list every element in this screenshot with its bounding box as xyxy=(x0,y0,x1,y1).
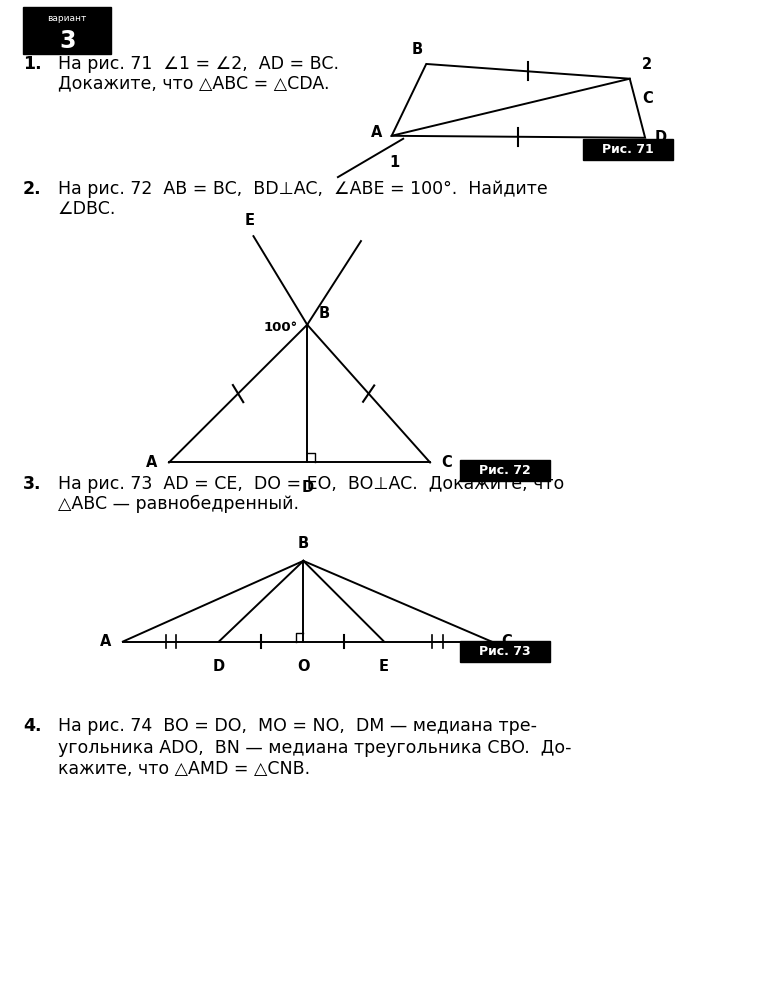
Text: 2.: 2. xyxy=(23,180,41,198)
Text: 2: 2 xyxy=(641,57,652,72)
Text: A: A xyxy=(146,455,157,470)
Text: Рис. 71: Рис. 71 xyxy=(602,143,654,156)
Text: B: B xyxy=(298,536,309,551)
Text: D: D xyxy=(655,130,667,146)
Text: C: C xyxy=(502,634,512,649)
Text: Докажите, что △ABC = △CDA.: Докажите, что △ABC = △CDA. xyxy=(58,75,329,92)
Text: 3: 3 xyxy=(59,29,75,53)
Text: На рис. 72  AB = BC,  BD⊥AC,  ∠ABE = 100°.  Найдите: На рис. 72 AB = BC, BD⊥AC, ∠ABE = 100°. … xyxy=(58,180,548,198)
Text: вариант: вариант xyxy=(48,14,87,24)
Text: На рис. 74  BO = DO,  MO = NO,  DM — медиана тре­: На рис. 74 BO = DO, MO = NO, DM — медиан… xyxy=(58,717,537,735)
Text: A: A xyxy=(100,634,111,649)
Text: 100°: 100° xyxy=(263,321,297,335)
Text: 1.: 1. xyxy=(23,55,41,73)
Text: E: E xyxy=(244,214,255,228)
Text: ∠DBC.: ∠DBC. xyxy=(58,200,116,217)
Text: угольника ADO,  BN — медиана треугольника CBO.  До­: угольника ADO, BN — медиана треугольника… xyxy=(58,739,571,757)
Text: O: O xyxy=(297,659,310,674)
Text: 4.: 4. xyxy=(23,717,41,735)
Text: На рис. 73  AD = CE,  DO = EO,  BO⊥AC.  Докажите, что: На рис. 73 AD = CE, DO = EO, BO⊥AC. Дока… xyxy=(58,475,564,493)
FancyBboxPatch shape xyxy=(23,7,111,54)
Text: B: B xyxy=(319,306,329,321)
Text: D: D xyxy=(213,659,225,674)
Text: На рис. 71  ∠1 = ∠2,  AD = BC.: На рис. 71 ∠1 = ∠2, AD = BC. xyxy=(58,55,339,73)
Text: Рис. 72: Рис. 72 xyxy=(479,463,531,477)
Text: A: A xyxy=(371,125,382,141)
FancyBboxPatch shape xyxy=(583,139,673,160)
Text: 1: 1 xyxy=(389,155,400,170)
Text: D: D xyxy=(301,480,313,495)
Text: C: C xyxy=(642,91,653,105)
Text: E: E xyxy=(379,659,389,674)
Text: △ABC — равнобедренный.: △ABC — равнобедренный. xyxy=(58,495,299,513)
FancyBboxPatch shape xyxy=(460,641,550,662)
FancyBboxPatch shape xyxy=(460,460,550,481)
Text: 3.: 3. xyxy=(23,475,41,493)
Text: B: B xyxy=(412,42,422,57)
Text: C: C xyxy=(441,455,452,470)
Text: кажите, что △AMD = △CNB.: кажите, что △AMD = △CNB. xyxy=(58,761,310,778)
Text: Рис. 73: Рис. 73 xyxy=(479,645,531,658)
